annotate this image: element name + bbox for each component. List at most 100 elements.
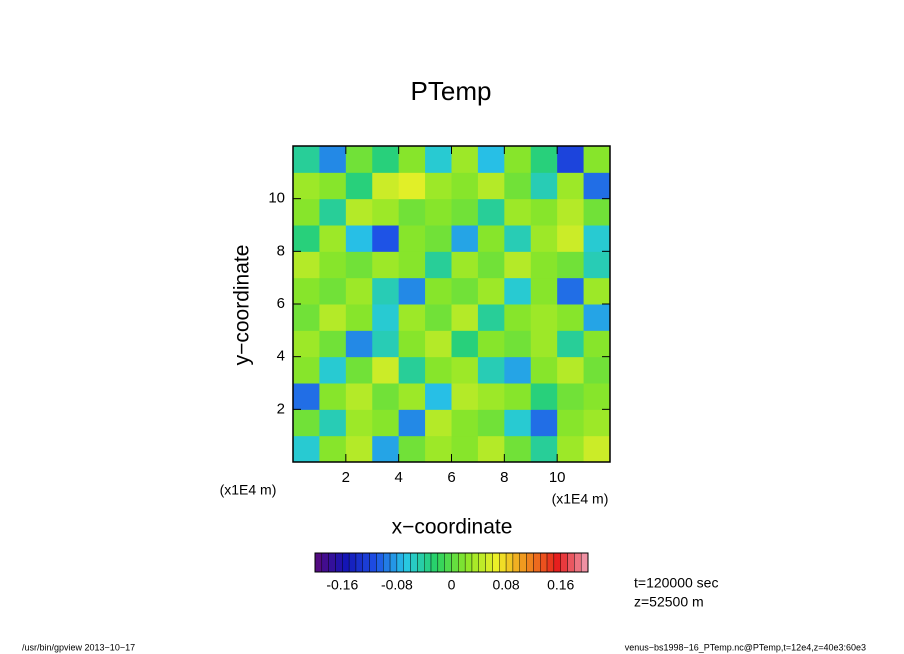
heatmap-cell (477, 383, 505, 410)
heatmap-cell (477, 304, 505, 331)
colorbar-tick-label: 0 (448, 577, 456, 593)
heatmap-cell (504, 225, 532, 252)
colorbar-swatch (567, 552, 575, 573)
heatmap-cell (345, 409, 373, 437)
colorbar-swatch (553, 552, 561, 573)
colorbar-swatch (451, 552, 459, 573)
x-tick-label: 8 (500, 469, 508, 486)
x-tick-label: 6 (447, 469, 455, 486)
heatmap-cell (398, 198, 426, 226)
heatmap-cell (451, 198, 479, 226)
colorbar-tick-label: 0.16 (547, 577, 574, 593)
heatmap-cell (504, 409, 532, 437)
heatmap-cell (398, 277, 426, 305)
heatmap-cell (293, 251, 320, 279)
heatmap-cell (319, 409, 347, 437)
heatmap-cell (293, 225, 320, 252)
heatmap-cell (293, 198, 320, 226)
heatmap-cell (504, 304, 532, 331)
heatmap-cell (557, 435, 585, 463)
heatmap-cell (583, 330, 611, 358)
heatmap-cell (557, 225, 585, 252)
heatmap-cell (557, 383, 585, 410)
heatmap-cell (372, 251, 400, 279)
heatmap-cell (583, 383, 611, 410)
colorbar-swatch (464, 552, 473, 573)
heatmap-cell (372, 277, 400, 305)
colorbar-tick-label: 0.08 (492, 577, 519, 593)
heatmap-cell (293, 356, 320, 384)
heatmap-cell (504, 198, 532, 226)
heatmap-cell (557, 409, 585, 437)
colorbar-swatch (519, 552, 527, 573)
heatmap-cell (504, 330, 532, 358)
colorbar-swatch (369, 552, 377, 573)
colorbar-swatch (574, 552, 582, 573)
heatmap-cell (477, 146, 505, 173)
heatmap-cell (398, 172, 426, 200)
heatmap-cell (451, 409, 479, 437)
heatmap-cell (583, 356, 611, 384)
colorbar-swatch (492, 552, 500, 573)
heatmap-cell (398, 146, 426, 173)
heatmap-cell (425, 435, 452, 463)
heatmap-cell (451, 251, 479, 279)
footer: venus−bs1998−16_PTemp.nc@PTemp,t=12e4,z=… (625, 642, 866, 652)
heatmap-cell (345, 330, 373, 358)
heatmap-cell (293, 304, 320, 331)
colorbar-swatch (512, 552, 520, 573)
colorbar-swatch (424, 552, 432, 573)
heatmap-cell (425, 409, 452, 437)
heatmap-cell (372, 409, 400, 437)
heatmap-cell (398, 304, 426, 331)
heatmap-cell (398, 356, 426, 384)
heatmap-cell (425, 146, 452, 173)
heatmap-cell (557, 356, 585, 384)
heatmap-cell (583, 172, 611, 200)
colorbar-swatch (485, 552, 493, 573)
annotation: t=120000 sec (634, 575, 718, 591)
colorbar-swatch (526, 552, 534, 573)
y-axis-label: y−coordinate (231, 245, 254, 366)
y-tick-label: 8 (277, 242, 285, 259)
heatmap-cell (530, 146, 558, 173)
heatmap-cell (451, 146, 479, 173)
heatmap-cell (372, 146, 400, 173)
colorbar-swatch (383, 552, 391, 573)
colorbar-swatch (471, 552, 480, 573)
colorbar-frame (314, 552, 589, 573)
heatmap-cell (293, 277, 320, 305)
heatmap-cell (504, 435, 532, 463)
y-tick-label: 2 (277, 400, 285, 417)
heatmap-cell (345, 198, 373, 226)
heatmap-cell (293, 172, 320, 200)
heatmap-cell (319, 198, 347, 226)
heatmap-cell (345, 225, 373, 252)
colorbar-swatch (560, 552, 568, 573)
chart-title: PTemp (411, 76, 492, 106)
heatmap-cell (451, 383, 479, 410)
heatmap-cell (504, 146, 532, 173)
footer: /usr/bin/gpview 2013−10−17 (22, 642, 135, 652)
heatmap-cell (319, 251, 347, 279)
colorbar-swatch (546, 552, 555, 573)
heatmap-cell (504, 172, 532, 200)
heatmap-cell (372, 304, 400, 331)
colorbar-swatch (314, 552, 323, 573)
heatmap-cell (372, 356, 400, 384)
heatmap-cell (477, 409, 505, 437)
colorbar-swatch (328, 552, 336, 573)
heatmap-cell (583, 435, 611, 463)
heatmap-cell (557, 277, 585, 305)
colorbar-swatch (458, 552, 466, 573)
heatmap-cell (425, 383, 452, 410)
y-tick-label: 4 (277, 348, 285, 365)
heatmap-cell (504, 277, 532, 305)
heatmap-cell (319, 435, 347, 463)
heatmap-cell (530, 172, 558, 200)
heatmap-cell (530, 330, 558, 358)
colorbar-swatch (417, 552, 425, 573)
heatmap-cell (583, 198, 611, 226)
colorbar-swatch (410, 552, 418, 573)
heatmap-cell (530, 409, 558, 437)
